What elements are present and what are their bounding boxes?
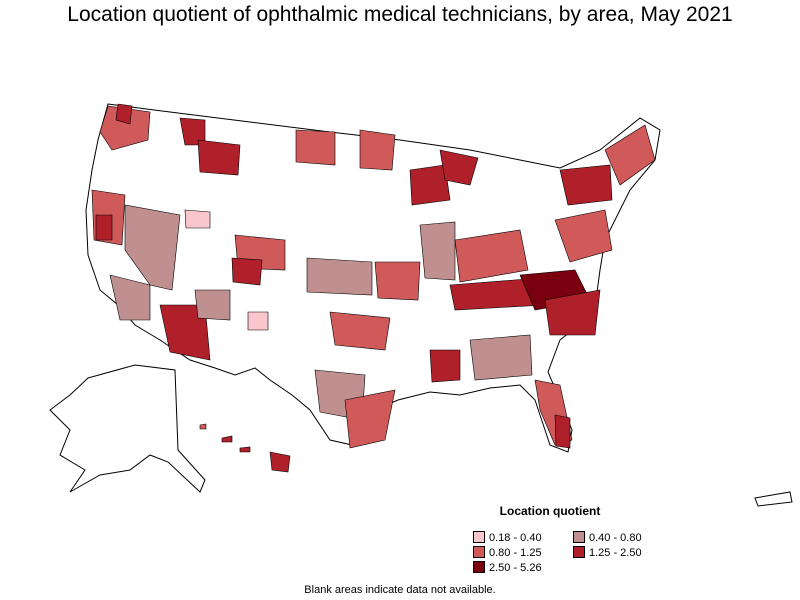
region-new-york	[559, 164, 613, 206]
legend-label-1: 0.40 - 0.80	[589, 532, 642, 544]
legend-item-2: 0.80 - 1.25	[473, 546, 542, 559]
legend-swatch-3	[573, 546, 585, 558]
region-pacific-northwest	[99, 105, 151, 151]
map-title: Location quotient of ophthalmic medical …	[67, 3, 733, 26]
legend-item-4: 2.50 - 5.26	[473, 561, 542, 574]
legend-item-1: 0.40 - 0.80	[573, 531, 642, 544]
region-north-dakota	[295, 129, 336, 166]
region-ohio-valley	[454, 229, 529, 283]
region-illinois	[419, 221, 456, 281]
legend-title: Location quotient	[499, 504, 601, 518]
region-minnesota	[359, 129, 396, 171]
legend-item-3: 1.25 - 2.50	[573, 546, 642, 559]
region-new-mexico-pale	[247, 311, 269, 331]
region-western-montana	[197, 139, 241, 176]
legend-label-2: 0.80 - 1.25	[489, 547, 542, 559]
legend-item-0: 0.18 - 0.40	[473, 531, 542, 544]
legend-label-4: 2.50 - 5.26	[489, 562, 542, 574]
region-mid-atlantic	[554, 209, 613, 263]
legend-swatch-4	[473, 561, 485, 573]
legend-label-0: 0.18 - 0.40	[489, 532, 542, 544]
region-new-england	[604, 124, 656, 186]
region-carolinas	[544, 289, 601, 336]
footnote: Blank areas indicate data not available.	[304, 584, 496, 596]
puerto-rico	[754, 491, 793, 507]
region-nevada	[124, 204, 181, 291]
region-bay-area	[95, 214, 113, 241]
legend-swatch-2	[473, 546, 485, 558]
region-kansas	[306, 257, 373, 296]
region-southern-california	[109, 274, 151, 321]
region-oklahoma	[329, 311, 391, 351]
region-arizona	[159, 304, 211, 361]
region-northern-arizona	[194, 289, 231, 321]
region-alabama-georgia	[469, 334, 533, 381]
legend-label-3: 1.25 - 2.50	[589, 547, 642, 559]
alaska-outline	[49, 364, 206, 493]
legend-swatch-1	[573, 531, 585, 543]
region-michigan	[439, 149, 479, 186]
legend-swatch-0	[473, 531, 485, 543]
region-utah-pale	[184, 209, 211, 229]
region-texas-gulf	[344, 389, 396, 449]
hawaii-islands	[199, 423, 291, 473]
region-western-washington	[115, 103, 133, 125]
region-wisconsin	[409, 164, 451, 206]
region-mississippi	[429, 349, 461, 383]
region-missouri	[374, 261, 421, 301]
map-regions	[91, 103, 656, 449]
region-south-florida	[554, 414, 571, 449]
region-colorado-metro	[231, 257, 263, 286]
